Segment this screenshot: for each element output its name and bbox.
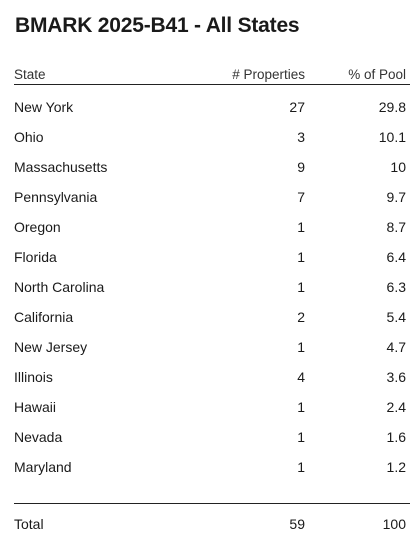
table-row: New York 27 29.8 [14, 92, 410, 122]
table-row: Pennsylvania 7 9.7 [14, 182, 410, 212]
table-row: Florida 1 6.4 [14, 242, 410, 272]
cell-pool: 10.1 [378, 129, 406, 145]
cell-state: Maryland [14, 459, 72, 475]
cell-properties: 3 [297, 129, 305, 145]
table-row: Oregon 1 8.7 [14, 212, 410, 242]
cell-properties: 4 [297, 369, 305, 385]
header-state: State [14, 66, 46, 82]
header-pool: % of Pool [348, 66, 406, 82]
page-title: BMARK 2025-B41 - All States [15, 14, 300, 37]
table-row: Nevada 1 1.6 [14, 422, 410, 452]
table-row: Maryland 1 1.2 [14, 452, 410, 482]
table-row: Massachusetts 9 10 [14, 152, 410, 182]
cell-pool: 8.7 [386, 219, 406, 235]
cell-pool: 10 [390, 159, 406, 175]
cell-pool: 4.7 [386, 339, 406, 355]
cell-properties: 7 [297, 189, 305, 205]
cell-state: New York [14, 99, 74, 115]
cell-state: California [14, 309, 74, 325]
cell-properties: 1 [297, 429, 305, 445]
cell-properties: 9 [297, 159, 305, 175]
cell-state: Ohio [14, 129, 44, 145]
total-pool: 100 [382, 516, 406, 532]
cell-state: New Jersey [14, 339, 88, 355]
header-properties: # Properties [232, 66, 305, 82]
table-row: North Carolina 1 6.3 [14, 272, 410, 302]
total-row: Total 59 100 [14, 503, 410, 544]
cell-state: Pennsylvania [14, 189, 98, 205]
table-row: California 2 5.4 [14, 302, 410, 332]
cell-pool: 1.2 [386, 459, 406, 475]
cell-state: Florida [14, 249, 57, 265]
cell-pool: 6.3 [386, 279, 406, 295]
cell-properties: 27 [289, 99, 305, 115]
cell-properties: 1 [297, 399, 305, 415]
cell-state: Massachusetts [14, 159, 108, 175]
cell-pool: 9.7 [386, 189, 406, 205]
cell-pool: 1.6 [386, 429, 406, 445]
cell-pool: 29.8 [378, 99, 406, 115]
table-row: Illinois 4 3.6 [14, 362, 410, 392]
cell-properties: 1 [297, 219, 305, 235]
total-properties: 59 [289, 516, 305, 532]
cell-pool: 5.4 [386, 309, 406, 325]
cell-properties: 1 [297, 339, 305, 355]
cell-state: Oregon [14, 219, 61, 235]
table-spacer [14, 482, 410, 503]
table-row: Ohio 3 10.1 [14, 122, 410, 152]
cell-properties: 1 [297, 249, 305, 265]
cell-state: Hawaii [14, 399, 57, 415]
cell-properties: 1 [297, 279, 305, 295]
cell-state: Illinois [14, 369, 53, 385]
cell-state: Nevada [14, 429, 63, 445]
cell-pool: 2.4 [386, 399, 406, 415]
cell-properties: 1 [297, 459, 305, 475]
cell-state: North Carolina [14, 279, 105, 295]
cell-properties: 2 [297, 309, 305, 325]
table-row: New Jersey 1 4.7 [14, 332, 410, 362]
total-label: Total [14, 516, 44, 532]
table-header: State # Properties % of Pool [14, 64, 410, 85]
states-table: State # Properties % of Pool New York 27… [14, 64, 410, 544]
cell-pool: 6.4 [386, 249, 406, 265]
cell-pool: 3.6 [386, 369, 406, 385]
table-row: Hawaii 1 2.4 [14, 392, 410, 422]
